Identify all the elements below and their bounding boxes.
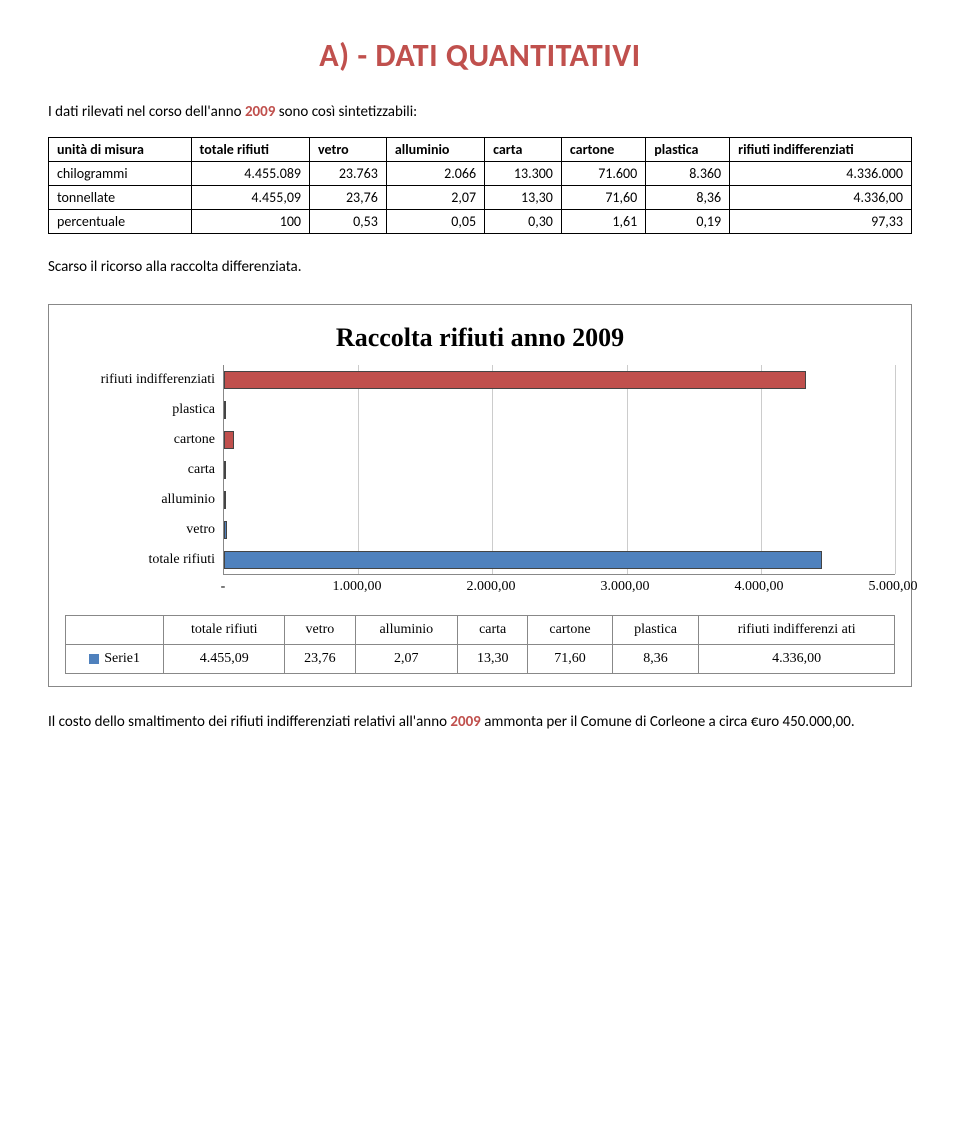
legend-cell: 13,30 <box>458 645 528 674</box>
table-header: totale rifiuti <box>191 138 310 162</box>
chart-body: rifiuti indifferenziati plastica cartone ca… <box>65 365 895 575</box>
legend-header: carta <box>458 616 528 645</box>
legend-header: vetro <box>285 616 355 645</box>
chart-gridline <box>358 365 359 574</box>
legend-header <box>66 616 164 645</box>
chart-x-label: 1.000,00 <box>333 579 382 595</box>
table-cell: 4.455.089 <box>191 162 310 186</box>
table-cell: 0,30 <box>485 210 562 234</box>
table-row: percentuale 100 0,53 0,05 0,30 1,61 0,19… <box>49 210 912 234</box>
table-cell: percentuale <box>49 210 192 234</box>
table-header: vetro <box>310 138 387 162</box>
chart-plot-area <box>223 365 895 575</box>
chart-y-label: vetro <box>186 522 215 538</box>
chart-bar <box>224 371 806 389</box>
chart-y-label: alluminio <box>161 492 215 508</box>
legend-cell: 23,76 <box>285 645 355 674</box>
table-header: cartone <box>561 138 645 162</box>
table-cell: 0,05 <box>386 210 484 234</box>
chart-x-labels: -1.000,002.000,003.000,004.000,005.000,0… <box>223 579 895 597</box>
table-cell: chilogrammi <box>49 162 192 186</box>
table-row: chilogrammi 4.455.089 23.763 2.066 13.30… <box>49 162 912 186</box>
legend-header: totale rifiuti <box>164 616 285 645</box>
table-cell: 0,19 <box>646 210 730 234</box>
table-header: alluminio <box>386 138 484 162</box>
table-cell: 0,53 <box>310 210 387 234</box>
chart-x-label: 4.000,00 <box>735 579 784 595</box>
legend-series-label: Serie1 <box>104 651 140 666</box>
closing-suffix-text: ammonta per il Comune di Corleone a circ… <box>481 713 855 731</box>
chart-x-label: 5.000,00 <box>869 579 918 595</box>
closing-prefix-text: Il costo dello smaltimento dei rifiuti i… <box>48 713 450 731</box>
legend-cell: 8,36 <box>612 645 699 674</box>
chart-x-label: 3.000,00 <box>601 579 650 595</box>
chart-gridline <box>761 365 762 574</box>
table-cell: 71,60 <box>561 186 645 210</box>
table-cell: 13,30 <box>485 186 562 210</box>
intro-prefix-text: I dati rilevati nel corso dell'anno <box>48 103 245 121</box>
legend-row: Serie1 4.455,09 23,76 2,07 13,30 71,60 8… <box>66 645 895 674</box>
chart-bar <box>224 491 226 509</box>
legend-series-cell: Serie1 <box>66 645 164 674</box>
legend-header-row: totale rifiuti vetro alluminio carta car… <box>66 616 895 645</box>
intro-suffix-text: sono così sintetizzabili: <box>275 103 417 121</box>
chart-title: Raccolta rifiuti anno 2009 <box>65 323 895 353</box>
legend-cell: 2,07 <box>355 645 457 674</box>
table-cell: 4.455,09 <box>191 186 310 210</box>
table-cell: tonnellate <box>49 186 192 210</box>
chart-legend-table: totale rifiuti vetro alluminio carta car… <box>65 615 895 674</box>
table-cell: 8,36 <box>646 186 730 210</box>
legend-header: alluminio <box>355 616 457 645</box>
chart-bar <box>224 401 226 419</box>
table-header-row: unità di misura totale rifiuti vetro all… <box>49 138 912 162</box>
table-cell: 4.336.000 <box>730 162 912 186</box>
chart-y-label: cartone <box>174 432 215 448</box>
table-cell: 97,33 <box>730 210 912 234</box>
page-title: A) - DATI QUANTITATIVI <box>48 36 912 75</box>
chart-x-label: - <box>221 579 226 595</box>
legend-cell: 4.455,09 <box>164 645 285 674</box>
chart-gridline <box>895 365 896 574</box>
table-cell: 1,61 <box>561 210 645 234</box>
chart-y-label: plastica <box>172 402 215 418</box>
legend-header: cartone <box>528 616 612 645</box>
table-row: tonnellate 4.455,09 23,76 2,07 13,30 71,… <box>49 186 912 210</box>
legend-header: rifiuti indifferenzi ati <box>699 616 895 645</box>
chart-bar <box>224 461 226 479</box>
table-header: carta <box>485 138 562 162</box>
chart-container: Raccolta rifiuti anno 2009 rifiuti indif… <box>48 304 912 687</box>
table-cell: 2.066 <box>386 162 484 186</box>
closing-paragraph: Il costo dello smaltimento dei rifiuti i… <box>48 711 912 734</box>
chart-y-label: rifiuti indifferenziati <box>101 372 215 388</box>
legend-cell: 71,60 <box>528 645 612 674</box>
note-text: Scarso il ricorso alla raccolta differen… <box>48 258 912 276</box>
legend-swatch-icon <box>89 654 99 664</box>
table-header: rifiuti indifferenziati <box>730 138 912 162</box>
table-header: unità di misura <box>49 138 192 162</box>
chart-bar <box>224 551 822 569</box>
table-cell: 23,76 <box>310 186 387 210</box>
intro-year: 2009 <box>245 103 275 121</box>
chart-y-labels: rifiuti indifferenziati plastica cartone ca… <box>65 365 223 575</box>
table-cell: 2,07 <box>386 186 484 210</box>
table-header: plastica <box>646 138 730 162</box>
table-cell: 13.300 <box>485 162 562 186</box>
chart-x-label: 2.000,00 <box>467 579 516 595</box>
chart-gridline <box>492 365 493 574</box>
chart-gridline <box>627 365 628 574</box>
intro-paragraph: I dati rilevati nel corso dell'anno 2009… <box>48 103 912 121</box>
closing-year: 2009 <box>450 713 480 731</box>
chart-bar <box>224 431 234 449</box>
data-table: unità di misura totale rifiuti vetro all… <box>48 137 912 234</box>
chart-y-label: carta <box>188 462 215 478</box>
table-cell: 100 <box>191 210 310 234</box>
table-cell: 8.360 <box>646 162 730 186</box>
chart-y-label: totale rifiuti <box>149 552 215 568</box>
table-cell: 23.763 <box>310 162 387 186</box>
legend-header: plastica <box>612 616 699 645</box>
table-cell: 71.600 <box>561 162 645 186</box>
table-cell: 4.336,00 <box>730 186 912 210</box>
chart-bar <box>224 521 227 539</box>
legend-cell: 4.336,00 <box>699 645 895 674</box>
